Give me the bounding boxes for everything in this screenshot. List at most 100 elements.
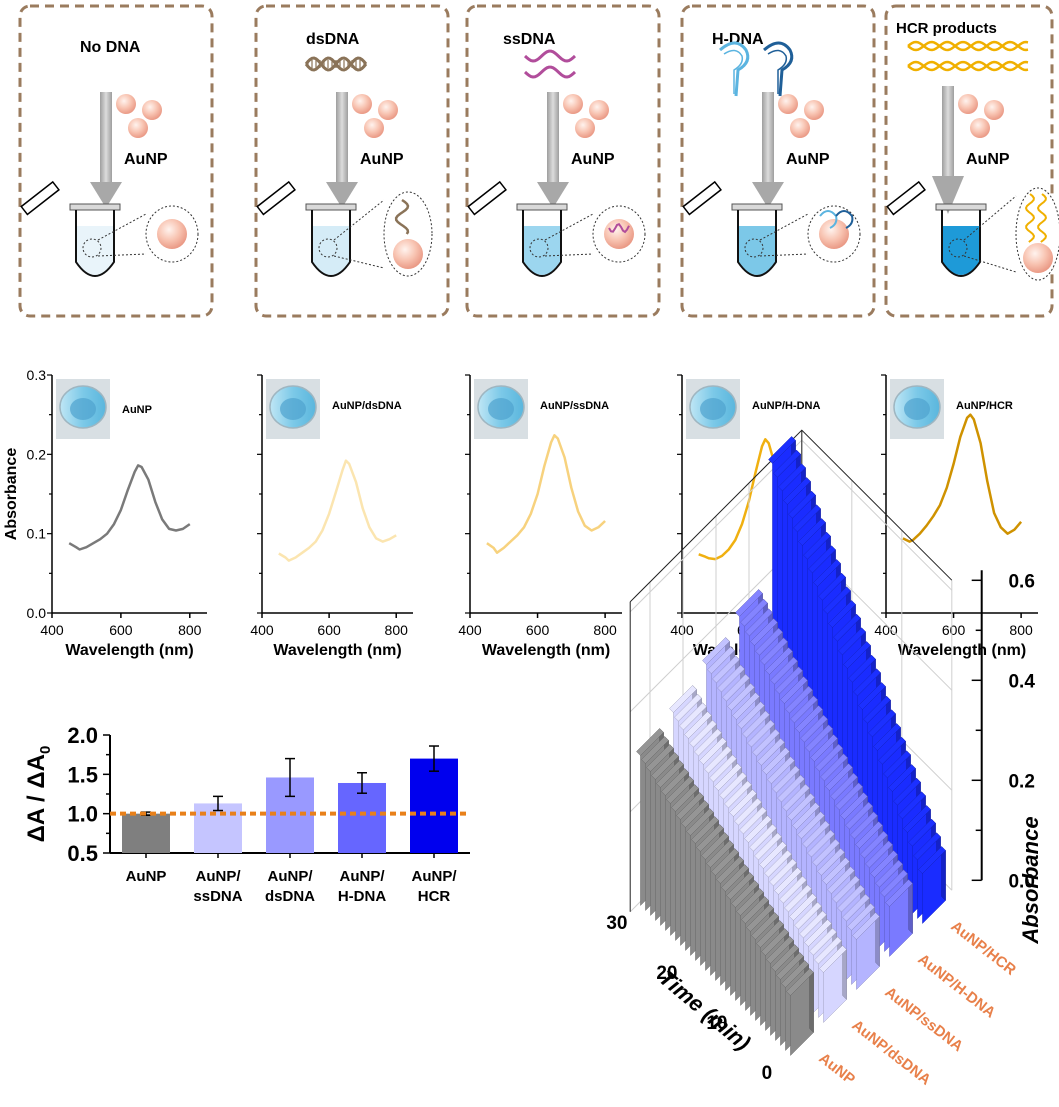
panel-header: ssDNA bbox=[503, 31, 556, 48]
bar3d-top bbox=[835, 782, 863, 811]
bar3d-top bbox=[749, 823, 777, 852]
bar3d-top bbox=[769, 858, 797, 887]
bar3d-top bbox=[740, 598, 768, 627]
bar3d-top bbox=[888, 764, 916, 792]
x-tick-label: 800 bbox=[385, 622, 409, 638]
bar3d-top bbox=[847, 903, 875, 931]
tube-cap bbox=[256, 180, 296, 216]
bar3d-top bbox=[780, 676, 808, 704]
bar3d-top bbox=[651, 752, 679, 780]
zoom-hairpin bbox=[835, 210, 854, 229]
tube-icon bbox=[256, 180, 357, 277]
z-axis-label: Absorbance bbox=[1018, 816, 1043, 944]
grid-line bbox=[801, 439, 953, 591]
y-tick-label: 0.3 bbox=[27, 367, 47, 383]
bar3d-top bbox=[701, 832, 729, 860]
nanoparticle bbox=[984, 100, 1004, 120]
zoom-line bbox=[544, 213, 594, 241]
bar3d-top bbox=[802, 820, 830, 849]
panel-header: H-DNA bbox=[712, 31, 764, 48]
y-tick-label: 0.5 bbox=[67, 841, 98, 866]
y-tick-label: 0.0 bbox=[27, 605, 47, 621]
nanoparticle bbox=[589, 100, 609, 120]
inset-label: AuNP bbox=[122, 404, 152, 416]
bar3d-top bbox=[727, 683, 755, 711]
inset-photo bbox=[56, 379, 110, 439]
bar3d-top bbox=[873, 723, 901, 751]
bar3d-top bbox=[808, 545, 836, 574]
bar3d-top bbox=[787, 793, 815, 821]
nanoparticle bbox=[352, 94, 372, 114]
y-axis-label: Absorbance bbox=[3, 448, 20, 541]
bar3d-top bbox=[661, 768, 689, 796]
x-tick-label: 400 bbox=[250, 622, 274, 638]
x-tick-label: 400 bbox=[874, 622, 898, 638]
tube-liquid bbox=[523, 226, 561, 275]
bar3d-top bbox=[807, 829, 835, 858]
z-tick-label: 0.2 bbox=[1008, 771, 1034, 792]
series-label: AuNP/HCR bbox=[948, 918, 1020, 979]
schematic-panel-ss: ssDNA AuNP bbox=[465, 4, 661, 318]
bar3d-top bbox=[694, 728, 722, 757]
hairpin-strand bbox=[723, 49, 744, 94]
bar3d-top bbox=[681, 800, 709, 828]
down-arrow bbox=[336, 92, 348, 182]
bar3d-top bbox=[646, 744, 674, 772]
bar3d-top bbox=[712, 655, 740, 684]
tube-rim bbox=[516, 203, 568, 211]
bar3d-top bbox=[671, 784, 699, 812]
x-tick-label: 400 bbox=[670, 622, 694, 638]
nanoparticle bbox=[958, 94, 978, 114]
bar3d-top bbox=[885, 879, 913, 907]
bar3d-top bbox=[732, 692, 760, 720]
bar3d-top bbox=[751, 912, 779, 940]
bar3d-top bbox=[741, 896, 769, 924]
hairpin-strand bbox=[719, 41, 750, 97]
tube-rim bbox=[305, 203, 357, 211]
nanoparticle bbox=[378, 100, 398, 120]
y-tick-label: 0.1 bbox=[27, 526, 47, 542]
bar3d-side bbox=[842, 944, 847, 1000]
bar3d-top bbox=[747, 719, 775, 748]
zoomed-nanoparticle bbox=[819, 219, 849, 249]
bar3d-top bbox=[850, 811, 878, 840]
schematic-panel-hcr: HCR products AuNP bbox=[884, 4, 1059, 318]
x-axis-label: Wavelength (nm) bbox=[65, 642, 193, 659]
x-tick-label: 600 bbox=[942, 622, 966, 638]
y-tick-label: 2.0 bbox=[67, 723, 98, 748]
spectra-row: 400 600 800 0.0 0.1 0.2 0.3 Wavelength (nm) Abso… bbox=[3, 367, 1038, 659]
tube-zoom-spot bbox=[318, 238, 338, 258]
bar3d-top bbox=[656, 760, 684, 788]
category-label: AuNP/ bbox=[196, 868, 242, 885]
time-tick-label: 10 bbox=[706, 1013, 727, 1034]
z-tick-label: 0.4 bbox=[1008, 671, 1035, 692]
spectrum-panel: 400 600 800 Wavelength (nm) AuNP/ssDNA bbox=[458, 374, 622, 659]
zoom-line bbox=[333, 199, 385, 241]
bar3d-top bbox=[825, 763, 853, 791]
bar3d-top bbox=[636, 728, 664, 756]
bar3d-top bbox=[781, 960, 809, 988]
zoom-dsdna bbox=[394, 198, 410, 235]
category-label: AuNP/ bbox=[412, 868, 458, 885]
spectrum-line bbox=[486, 434, 606, 554]
bar3d-top bbox=[702, 637, 730, 665]
bar3d-top bbox=[756, 920, 784, 948]
inset-well-center bbox=[700, 398, 726, 420]
hcr-strand bbox=[907, 60, 1029, 72]
bar3d-top bbox=[837, 884, 865, 913]
bar3d-top bbox=[918, 846, 946, 874]
x-tick-label: 800 bbox=[593, 622, 617, 638]
y-tick-label: 1.0 bbox=[67, 802, 98, 827]
panel-header: dsDNA bbox=[306, 31, 360, 48]
x-tick-label: 600 bbox=[526, 622, 550, 638]
down-arrow bbox=[100, 92, 112, 182]
bar3d-top bbox=[716, 856, 744, 884]
bar-chart: 0.5 1.0 1.5 2.0 ΔA / ΔA0 AuNP AuNP/ssDNA AuNP/d… bbox=[23, 723, 470, 905]
panel-border bbox=[680, 4, 876, 318]
nanoparticle bbox=[970, 118, 990, 138]
bar3d-side bbox=[809, 967, 814, 1033]
x-tick-label: 600 bbox=[109, 622, 133, 638]
tube-rim bbox=[935, 203, 987, 211]
bar3d-top bbox=[709, 754, 737, 783]
bar3d-top bbox=[818, 572, 846, 601]
